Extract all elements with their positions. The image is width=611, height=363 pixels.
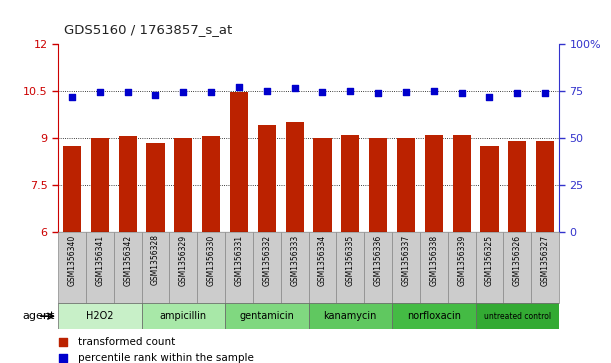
- FancyBboxPatch shape: [142, 303, 225, 329]
- FancyBboxPatch shape: [420, 232, 448, 303]
- Bar: [369, 138, 387, 232]
- Point: [262, 88, 272, 94]
- Bar: [91, 138, 109, 232]
- FancyBboxPatch shape: [309, 232, 337, 303]
- Text: GSM1356330: GSM1356330: [207, 234, 216, 286]
- FancyBboxPatch shape: [197, 232, 225, 303]
- Text: GSM1356334: GSM1356334: [318, 234, 327, 286]
- Point: [207, 89, 216, 95]
- Point: [373, 90, 383, 96]
- FancyBboxPatch shape: [475, 232, 503, 303]
- Text: GDS5160 / 1763857_s_at: GDS5160 / 1763857_s_at: [64, 23, 232, 36]
- FancyBboxPatch shape: [253, 232, 280, 303]
- FancyBboxPatch shape: [392, 303, 475, 329]
- Bar: [397, 138, 415, 232]
- FancyBboxPatch shape: [142, 232, 169, 303]
- Point: [150, 91, 160, 97]
- FancyBboxPatch shape: [58, 232, 86, 303]
- FancyBboxPatch shape: [309, 303, 392, 329]
- Text: GSM1356329: GSM1356329: [179, 234, 188, 286]
- Bar: [425, 135, 443, 232]
- Text: GSM1356341: GSM1356341: [95, 234, 104, 286]
- Point: [540, 90, 550, 96]
- Point: [401, 89, 411, 95]
- Text: percentile rank within the sample: percentile rank within the sample: [78, 353, 254, 363]
- Text: GSM1356332: GSM1356332: [262, 234, 271, 286]
- Bar: [119, 136, 137, 232]
- Point: [485, 94, 494, 100]
- Text: untreated control: untreated control: [484, 312, 551, 321]
- FancyBboxPatch shape: [225, 303, 309, 329]
- Bar: [508, 141, 526, 232]
- Point: [290, 85, 299, 91]
- FancyBboxPatch shape: [448, 232, 475, 303]
- Text: gentamicin: gentamicin: [240, 311, 295, 321]
- Text: GSM1356339: GSM1356339: [457, 234, 466, 286]
- Text: GSM1356336: GSM1356336: [374, 234, 382, 286]
- FancyBboxPatch shape: [225, 232, 253, 303]
- Point: [349, 281, 359, 287]
- Text: GSM1356326: GSM1356326: [513, 234, 522, 286]
- FancyBboxPatch shape: [531, 232, 559, 303]
- Bar: [536, 141, 554, 232]
- Text: GSM1356342: GSM1356342: [123, 234, 132, 286]
- Text: GSM1356333: GSM1356333: [290, 234, 299, 286]
- FancyBboxPatch shape: [86, 232, 114, 303]
- Point: [234, 84, 244, 90]
- Bar: [480, 146, 499, 232]
- FancyBboxPatch shape: [392, 232, 420, 303]
- Text: GSM1356340: GSM1356340: [67, 234, 76, 286]
- Bar: [285, 122, 304, 232]
- Text: GSM1356325: GSM1356325: [485, 234, 494, 286]
- FancyBboxPatch shape: [337, 232, 364, 303]
- Text: ampicillin: ampicillin: [159, 311, 207, 321]
- Text: GSM1356327: GSM1356327: [541, 234, 550, 286]
- Bar: [174, 138, 192, 232]
- Point: [429, 88, 439, 94]
- Point: [67, 94, 77, 100]
- Bar: [230, 92, 248, 232]
- Bar: [147, 143, 164, 232]
- Point: [318, 89, 327, 95]
- Bar: [63, 146, 81, 232]
- FancyBboxPatch shape: [364, 232, 392, 303]
- Bar: [342, 135, 359, 232]
- Text: GSM1356331: GSM1356331: [235, 234, 243, 286]
- Text: agent: agent: [23, 311, 55, 321]
- Text: norfloxacin: norfloxacin: [407, 311, 461, 321]
- Text: kanamycin: kanamycin: [324, 311, 377, 321]
- FancyBboxPatch shape: [475, 303, 559, 329]
- Text: H2O2: H2O2: [86, 311, 114, 321]
- Point: [345, 89, 355, 94]
- Point: [513, 90, 522, 96]
- Point: [178, 89, 188, 95]
- FancyBboxPatch shape: [114, 232, 142, 303]
- Bar: [258, 125, 276, 232]
- Text: GSM1356335: GSM1356335: [346, 234, 355, 286]
- Bar: [202, 136, 220, 232]
- FancyBboxPatch shape: [280, 232, 309, 303]
- Bar: [313, 138, 332, 232]
- Point: [123, 89, 133, 95]
- Point: [457, 90, 467, 96]
- FancyBboxPatch shape: [169, 232, 197, 303]
- Text: GSM1356328: GSM1356328: [151, 234, 160, 285]
- FancyBboxPatch shape: [503, 232, 531, 303]
- Bar: [453, 135, 470, 232]
- Text: GSM1356338: GSM1356338: [430, 234, 438, 286]
- Text: GSM1356337: GSM1356337: [401, 234, 411, 286]
- Text: transformed count: transformed count: [78, 337, 175, 347]
- FancyBboxPatch shape: [58, 303, 142, 329]
- Point: [349, 132, 359, 138]
- Point: [95, 89, 104, 95]
